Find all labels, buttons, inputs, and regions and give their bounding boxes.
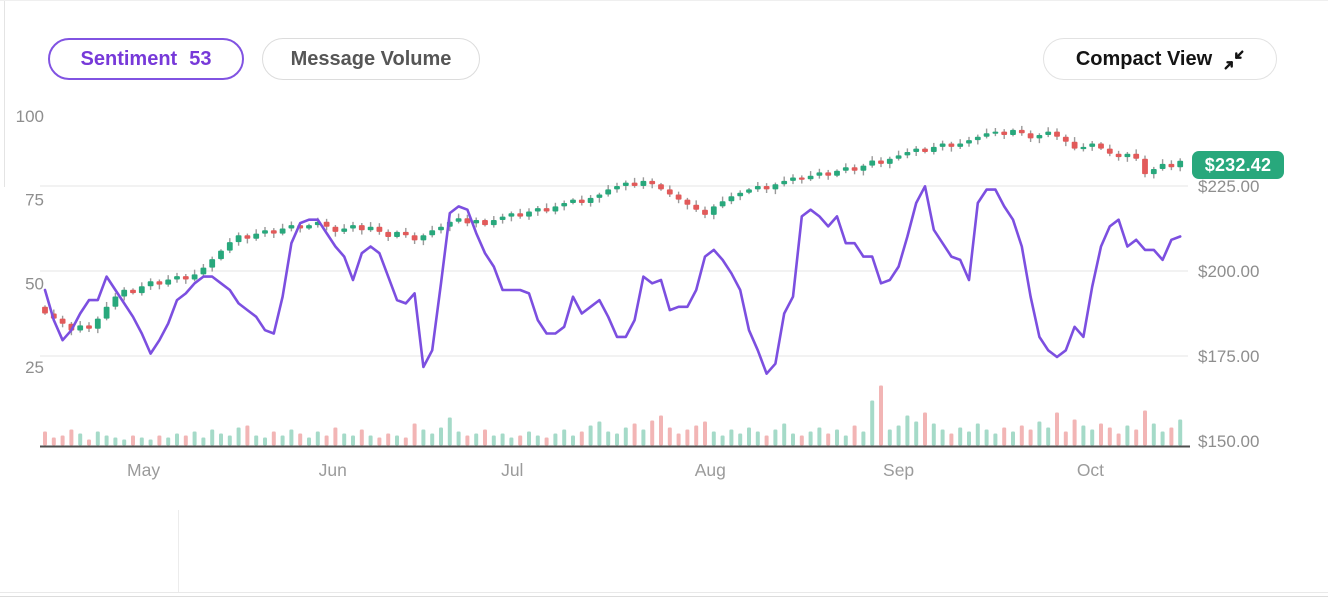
message-volume-label: Message Volume xyxy=(290,47,452,70)
svg-text:$225.00: $225.00 xyxy=(1198,177,1259,196)
svg-text:$200.00: $200.00 xyxy=(1198,262,1259,281)
left-axis-labels: 100 75 50 25 xyxy=(16,107,44,377)
sentiment-toggle-label: Sentiment xyxy=(80,47,178,70)
svg-text:Jun: Jun xyxy=(319,460,347,480)
chart-toolbar: 1D1W1M3M6MYTD1Y5YAll xyxy=(0,508,1328,592)
gridlines xyxy=(40,185,1188,357)
month-axis-labels: May Jun Jul Aug Sep Oct xyxy=(127,460,1104,480)
svg-text:Jul: Jul xyxy=(501,460,523,480)
svg-text:$175.00: $175.00 xyxy=(1198,347,1259,366)
svg-text:$150.00: $150.00 xyxy=(1198,432,1259,451)
svg-text:Sep: Sep xyxy=(883,460,914,480)
compact-view-icon xyxy=(1224,48,1244,70)
current-price-badge: $232.42 xyxy=(1192,151,1284,179)
volume-series xyxy=(43,385,1183,446)
svg-text:50: 50 xyxy=(25,274,44,293)
svg-text:75: 75 xyxy=(25,191,44,210)
toolbar-divider xyxy=(178,510,179,592)
right-axis-labels: $225.00 $200.00 $175.00 $150.00 xyxy=(1198,177,1259,451)
svg-text:Aug: Aug xyxy=(695,460,726,480)
svg-text:25: 25 xyxy=(25,358,44,377)
svg-text:100: 100 xyxy=(16,107,44,126)
message-volume-toggle-button[interactable]: Message Volume xyxy=(262,38,480,80)
toolbar-top-divider xyxy=(0,592,1328,593)
compact-view-label: Compact View xyxy=(1075,47,1213,70)
candlestick-series xyxy=(42,125,1184,336)
sentiment-value: 53 xyxy=(189,47,212,70)
svg-text:May: May xyxy=(127,460,160,480)
compact-view-button[interactable]: Compact View xyxy=(1043,38,1277,80)
sentiment-line xyxy=(43,185,1182,376)
svg-text:Oct: Oct xyxy=(1077,460,1104,480)
sentiment-toggle-button[interactable]: Sentiment 53 xyxy=(48,38,244,80)
panel-left-border xyxy=(4,1,5,187)
